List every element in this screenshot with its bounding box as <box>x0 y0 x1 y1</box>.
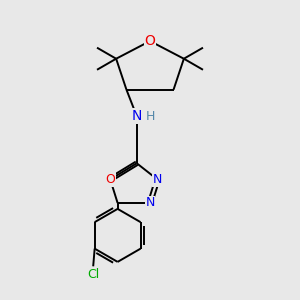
Text: N: N <box>132 109 142 123</box>
Text: O: O <box>105 173 115 186</box>
Text: Cl: Cl <box>87 268 99 281</box>
Text: H: H <box>145 110 155 123</box>
Text: N: N <box>145 196 155 209</box>
Text: N: N <box>153 173 162 186</box>
Text: O: O <box>145 34 155 48</box>
